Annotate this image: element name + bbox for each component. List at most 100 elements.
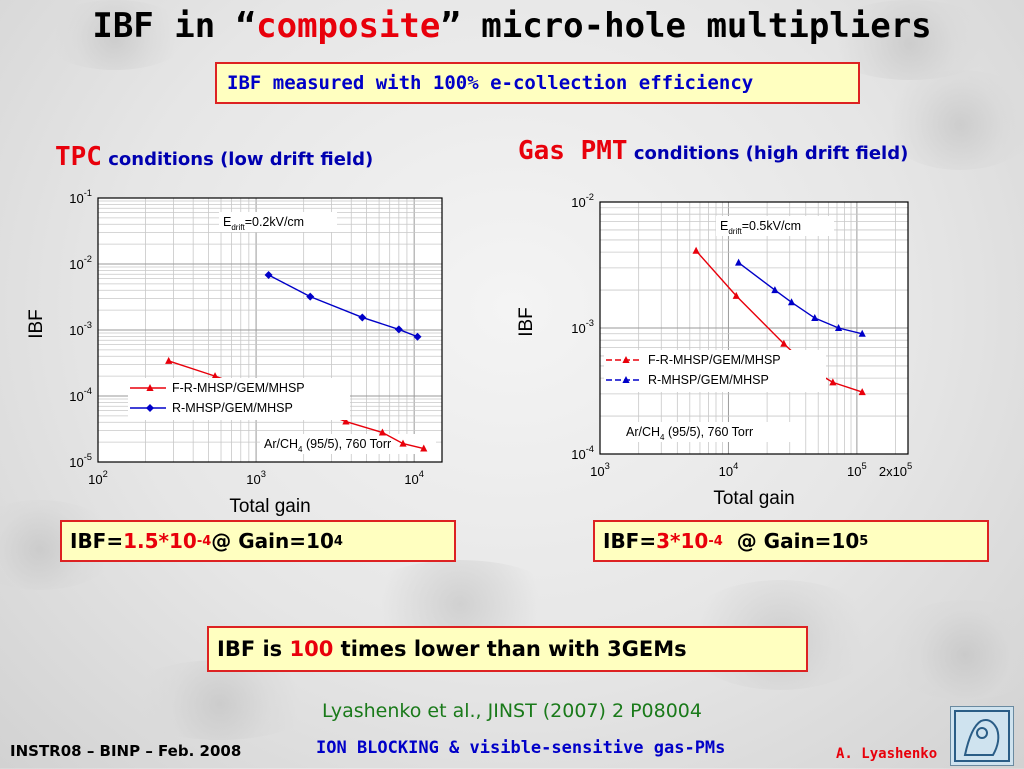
result-box-gas-pmt: IBF= 3*10 -4 @ Gain=10 5 <box>593 520 989 562</box>
legend-box <box>128 378 350 420</box>
field-annotation-post: =0.5kV/cm <box>742 219 801 233</box>
field-annotation-sub: drift <box>728 227 742 236</box>
x-tick-label-1: 104 <box>719 461 739 479</box>
subtitle-text: IBF measured with 100% e-collection effi… <box>227 72 754 94</box>
data-point <box>165 356 173 364</box>
field-annotation: Edrift=0.5kV/cm <box>720 219 801 236</box>
data-point <box>787 298 796 306</box>
y-tick-label-1-exp: -3 <box>586 318 594 328</box>
grid-lines <box>599 201 908 455</box>
gas-annotation: Ar/CH4 (95/5), 760 Torr <box>626 425 753 442</box>
y-tick-label-0-base: 10 <box>571 195 585 210</box>
legend-label-1: R-MHSP/GEM/MHSP <box>172 401 293 415</box>
legend-label-0: F-R-MHSP/GEM/MHSP <box>648 353 781 367</box>
field-annotation-pre: E <box>720 219 728 233</box>
field-annotation-bg <box>219 212 337 232</box>
y-tick-label-2-base: 10 <box>571 447 585 462</box>
x-tick-label-0-base: 10 <box>590 464 604 479</box>
x-tick-label-1-exp: 4 <box>733 461 738 471</box>
x-tick-label-0: 103 <box>590 461 610 479</box>
data-point <box>858 329 866 337</box>
gas-annotation-pre: Ar/CH <box>626 425 660 439</box>
data-point <box>394 325 403 334</box>
x-tick-label-0-base: 10 <box>88 472 102 487</box>
x-tick-label-0: 102 <box>88 469 108 487</box>
gas-annotation-post: (95/5), 760 Torr <box>302 437 391 451</box>
plot-frame <box>97 197 443 463</box>
y-tick-label-1: 10-2 <box>69 254 92 272</box>
background-hole <box>880 70 1024 170</box>
x-tick-label-1: 103 <box>246 469 266 487</box>
result-box-tpc: IBF= 1.5*10 -4 @ Gain=10 4 <box>60 520 456 562</box>
gas-annotation-bg <box>260 434 436 454</box>
data-point <box>211 372 219 380</box>
data-point <box>306 292 315 301</box>
y-tick-label-1-base: 10 <box>69 257 83 272</box>
y-tick-label-2-exp: -3 <box>84 320 92 330</box>
x-tick-label-0-exp: 2 <box>103 469 108 479</box>
y-tick-label-1: 10-3 <box>571 318 594 336</box>
field-annotation: Edrift=0.2kV/cm <box>223 215 304 232</box>
y-tick-label-2: 10-3 <box>69 320 92 338</box>
gas-annotation-sub: 4 <box>660 433 665 442</box>
x-tick-label-2-base: 10 <box>847 464 861 479</box>
x-tick-label-2-exp: 5 <box>862 461 867 471</box>
legend-marker-0 <box>622 356 630 363</box>
data-point <box>692 246 700 254</box>
field-annotation-bg <box>716 216 834 236</box>
data-point <box>732 291 740 299</box>
y-tick-label-4-exp: -5 <box>84 452 92 462</box>
gas-annotation-pre: Ar/CH <box>264 437 298 451</box>
data-point <box>811 314 819 322</box>
data-point <box>342 417 350 425</box>
data-point <box>264 271 273 280</box>
data-point <box>420 444 428 452</box>
data-point <box>834 324 843 331</box>
right-section-heading: Gas PMT conditions (high drift field) <box>518 136 909 166</box>
legend: F-R-MHSP/GEM/MHSP R-MHSP/GEM/MHSP <box>604 350 826 392</box>
x-axis-label: Total gain <box>229 496 310 517</box>
plot-frame <box>599 201 909 455</box>
gas-annotation-sub: 4 <box>298 445 303 454</box>
subtitle-box: IBF measured with 100% e-collection effi… <box>215 62 860 104</box>
field-annotation-post: =0.2kV/cm <box>245 215 304 229</box>
background-hole <box>120 660 320 740</box>
gas-annotation: Ar/CH4 (95/5), 760 Torr <box>264 437 391 454</box>
data-point <box>413 332 422 341</box>
series-1 <box>735 258 866 337</box>
data-point <box>358 313 367 322</box>
x-axis-label: Total gain <box>713 488 794 509</box>
field-annotation-pre: E <box>223 215 231 229</box>
legend-marker-0 <box>146 384 154 391</box>
y-tick-label-2: 10-4 <box>571 444 594 462</box>
x-tick-label-2-exp: 4 <box>419 469 424 479</box>
y-tick-label-0-base: 10 <box>69 191 83 206</box>
legend-label-1: R-MHSP/GEM/MHSP <box>648 373 769 387</box>
y-tick-label-3-exp: -4 <box>84 386 92 396</box>
x-tick-label-2-base: 10 <box>404 472 418 487</box>
y-tick-label-3-base: 10 <box>69 389 83 404</box>
y-tick-label-2-exp: -4 <box>586 444 594 454</box>
y-tick-label-0-exp: -1 <box>84 188 92 198</box>
data-point <box>771 286 779 294</box>
series-line-1 <box>738 262 863 335</box>
data-point <box>829 378 837 386</box>
title-highlight: composite <box>256 6 441 46</box>
legend: F-R-MHSP/GEM/MHSP R-MHSP/GEM/MHSP <box>128 378 350 420</box>
x-tick-label-2: 105 <box>847 461 867 479</box>
x-tick-label-3-exp: 5 <box>907 461 912 471</box>
y-tick-label-2-base: 10 <box>69 323 83 338</box>
y-tick-label-0: 10-2 <box>571 192 594 210</box>
data-point <box>780 339 788 347</box>
x-tick-label-1-base: 10 <box>246 472 260 487</box>
y-tick-label-4-base: 10 <box>69 455 83 470</box>
series-1 <box>264 271 422 341</box>
x-tick-label-2: 104 <box>404 469 424 487</box>
slide-title: IBF in “composite” micro-hole multiplier… <box>92 6 932 46</box>
footer-conference: INSTR08 – BINP – Feb. 2008 <box>10 742 242 760</box>
background-hole <box>40 0 190 70</box>
footer-author: A. Lyashenko <box>836 746 938 762</box>
legend-label-0: F-R-MHSP/GEM/MHSP <box>172 381 305 395</box>
y-tick-label-0-exp: -2 <box>586 192 594 202</box>
